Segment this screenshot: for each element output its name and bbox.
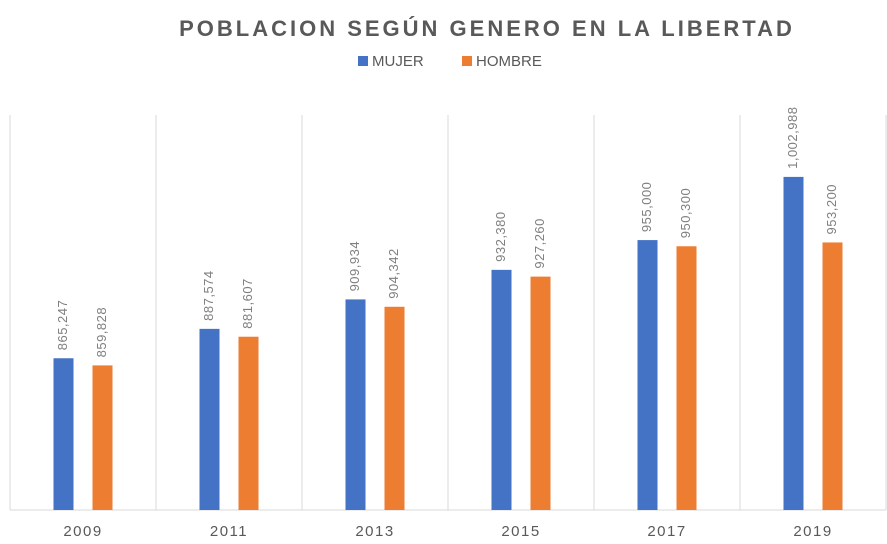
bar — [384, 306, 405, 510]
bar — [199, 328, 220, 510]
bar — [491, 269, 512, 510]
bar — [92, 365, 113, 510]
data-label: 881,607 — [240, 278, 255, 329]
bar — [822, 242, 843, 510]
data-label: 887,574 — [201, 270, 216, 321]
x-tick-label: 2009 — [63, 523, 102, 540]
bar — [637, 240, 658, 511]
legend-swatch — [462, 56, 472, 66]
data-label: 859,828 — [94, 307, 109, 358]
bar — [53, 358, 74, 510]
x-tick-label: 2019 — [793, 523, 832, 540]
legend-label: MUJER — [372, 53, 424, 70]
bar — [676, 246, 697, 510]
data-label: 909,934 — [347, 241, 362, 292]
x-tick-label: 2015 — [501, 523, 540, 540]
data-label: 950,300 — [678, 188, 693, 239]
bar — [345, 299, 366, 510]
data-label: 927,260 — [532, 218, 547, 269]
legend-label: HOMBRE — [476, 53, 542, 70]
data-label: 1,002,988 — [785, 107, 800, 169]
bar — [530, 276, 551, 510]
data-label: 953,200 — [824, 184, 839, 235]
data-label: 904,342 — [386, 248, 401, 299]
data-label: 865,247 — [55, 300, 70, 351]
x-tick-label: 2011 — [210, 523, 248, 540]
x-tick-label: 2017 — [647, 523, 686, 540]
bar — [783, 176, 804, 510]
bar — [238, 336, 259, 510]
legend-swatch — [358, 56, 368, 66]
data-label: 932,380 — [493, 211, 508, 262]
chart-title: POBLACION SEGÚN GENERO EN LA LIBERTAD — [179, 16, 795, 41]
data-label: 955,000 — [639, 182, 654, 233]
x-tick-label: 2013 — [355, 523, 394, 540]
